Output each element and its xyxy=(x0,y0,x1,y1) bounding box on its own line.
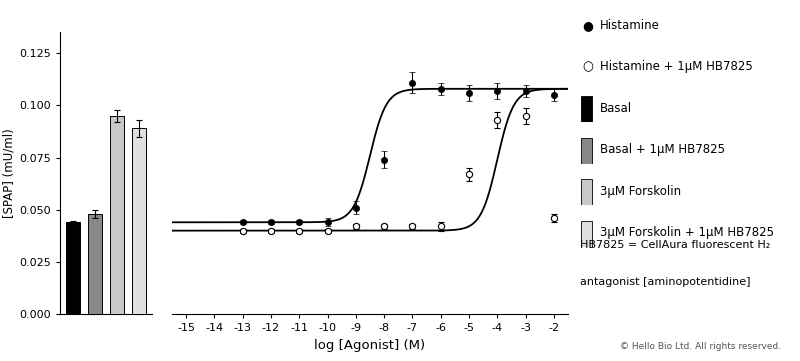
Bar xyxy=(110,116,124,314)
Text: 3μM Forskolin + 1μM HB7825: 3μM Forskolin + 1μM HB7825 xyxy=(600,226,774,239)
Bar xyxy=(582,96,591,122)
Text: 3μM Forskolin: 3μM Forskolin xyxy=(600,185,681,198)
Bar xyxy=(66,222,80,314)
Bar xyxy=(132,129,146,314)
Text: Basal: Basal xyxy=(600,102,632,115)
Text: HB7825 = CellAura fluorescent H₂: HB7825 = CellAura fluorescent H₂ xyxy=(580,240,770,251)
Text: ○: ○ xyxy=(582,60,594,73)
Text: © Hello Bio Ltd. All rights reserved.: © Hello Bio Ltd. All rights reserved. xyxy=(620,342,781,351)
Text: Histamine: Histamine xyxy=(600,19,660,32)
Text: Histamine + 1μM HB7825: Histamine + 1μM HB7825 xyxy=(600,60,753,73)
Bar xyxy=(582,221,591,247)
Y-axis label: [SPAP] (mU/ml): [SPAP] (mU/ml) xyxy=(2,129,15,218)
Text: ●: ● xyxy=(582,19,594,32)
Bar xyxy=(582,138,591,164)
Bar xyxy=(582,179,591,205)
Text: antagonist [aminopotentidine]: antagonist [aminopotentidine] xyxy=(580,277,750,287)
Bar xyxy=(88,214,102,314)
Text: Basal + 1μM HB7825: Basal + 1μM HB7825 xyxy=(600,143,725,156)
X-axis label: log [Agonist] (M): log [Agonist] (M) xyxy=(314,339,426,352)
